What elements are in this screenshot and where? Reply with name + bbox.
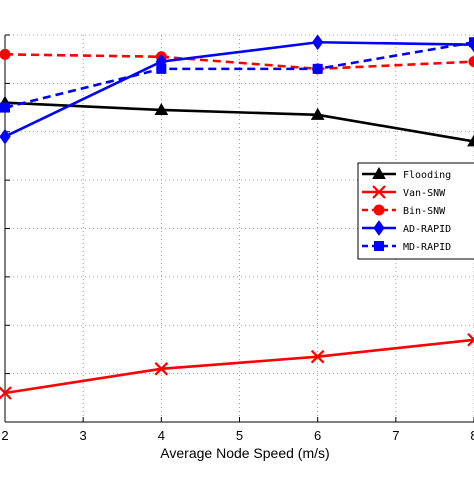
- x-tick-label: 3: [80, 428, 87, 443]
- x-axis-label: Average Node Speed (m/s): [160, 445, 329, 461]
- data-point-md-rapid: [313, 64, 322, 73]
- x-tick-label: 6: [314, 428, 321, 443]
- legend-label-ad-rapid: AD-RAPID: [403, 224, 451, 235]
- x-tick-label: 5: [236, 428, 243, 443]
- legend-label-van-snw: Van-SNW: [403, 188, 446, 199]
- data-point-md-rapid: [470, 38, 474, 47]
- data-point-md-rapid: [157, 64, 166, 73]
- data-point-md-rapid: [1, 103, 10, 112]
- x-tick-label: 7: [392, 428, 399, 443]
- x-tick-label: 8: [470, 428, 474, 443]
- legend-label-flooding: Flooding: [403, 170, 451, 181]
- data-point-bin-snw: [0, 49, 10, 59]
- x-tick-label: 2: [1, 428, 8, 443]
- x-tick-label: 4: [158, 428, 165, 443]
- legend-marker-md-rapid: [375, 242, 384, 251]
- legend-label-md-rapid: MD-RAPID: [403, 242, 451, 253]
- legend-marker-bin-snw: [374, 205, 384, 215]
- legend-label-bin-snw: Bin-SNW: [403, 206, 446, 217]
